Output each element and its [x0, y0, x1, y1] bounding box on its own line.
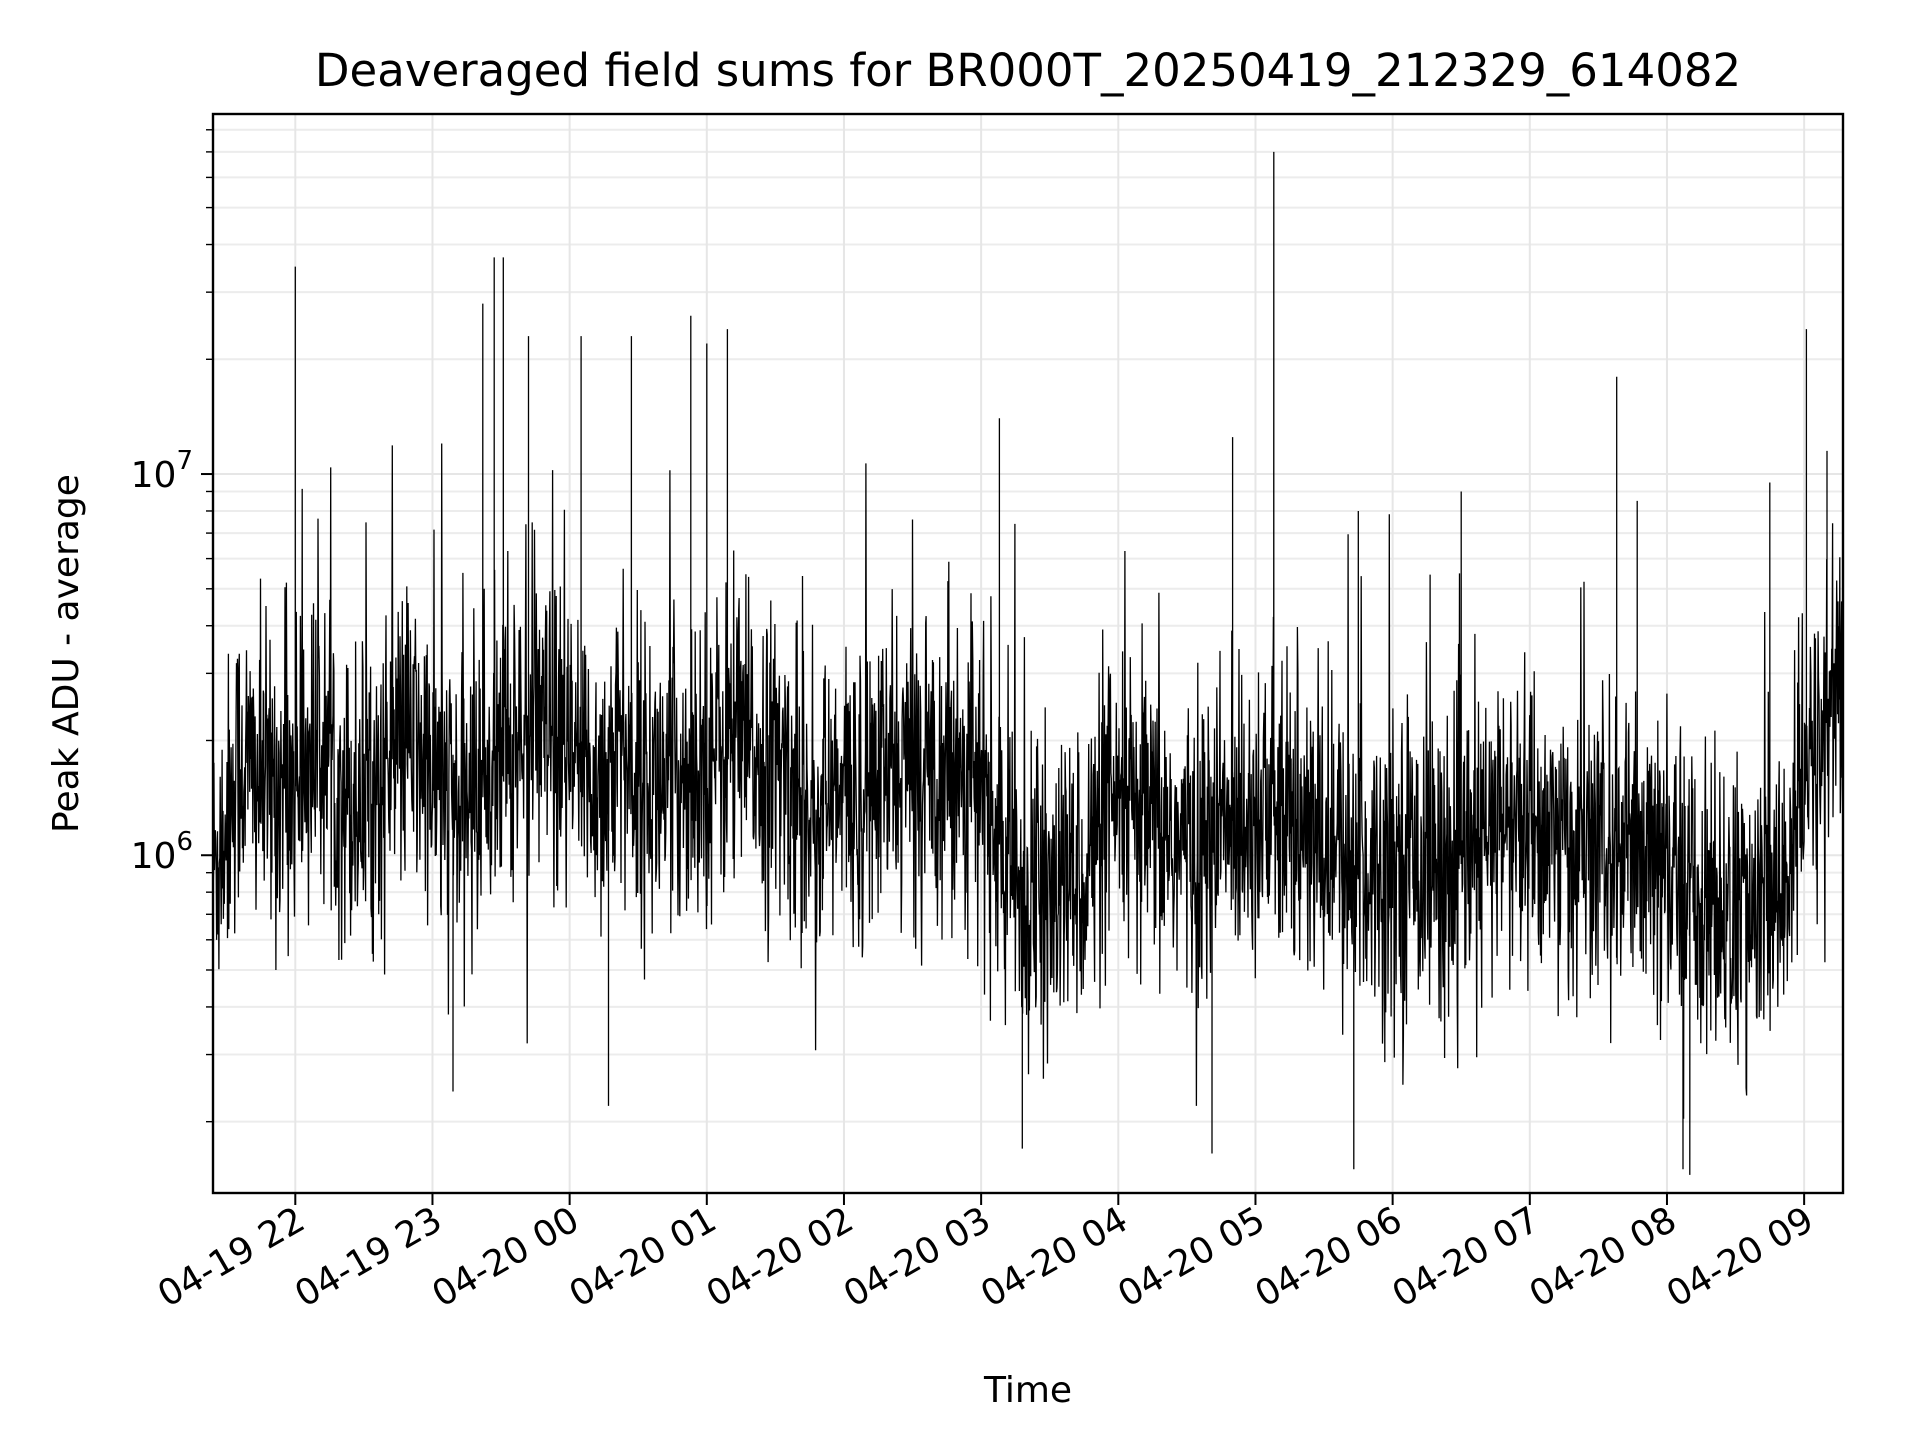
- x-tick-label: 04-20 04: [974, 1199, 1135, 1315]
- chart-title: Deaveraged field sums for BR000T_2025041…: [315, 44, 1741, 97]
- x-tick-label: 04-20 08: [1523, 1199, 1684, 1315]
- axis-ticks: [201, 129, 1806, 1205]
- x-tick-label: 04-19 23: [288, 1199, 449, 1315]
- x-tick-label: 04-20 05: [1111, 1199, 1272, 1315]
- series-line: [213, 151, 1843, 1175]
- plot-area: [213, 151, 1843, 1175]
- axes-frame: [211, 112, 1845, 1195]
- y-tick-label-base: 10: [131, 836, 177, 877]
- x-tick-label: 04-20 09: [1660, 1199, 1821, 1315]
- y-tick-label: 107: [131, 446, 193, 496]
- y-tick-label: 106: [131, 827, 193, 877]
- x-tick-label: 04-20 03: [837, 1199, 998, 1315]
- x-tick-label: 04-19 22: [151, 1199, 312, 1315]
- y-tick-label-exponent: 7: [176, 446, 193, 476]
- x-tick-label: 04-20 02: [700, 1199, 861, 1315]
- x-axis-label: Time: [983, 1370, 1072, 1411]
- x-tick-label: 04-20 06: [1248, 1199, 1409, 1315]
- x-tick-label: 04-20 07: [1386, 1199, 1547, 1315]
- x-tick-label: 04-20 01: [563, 1199, 724, 1315]
- y-axis-label: Peak ADU - average: [46, 474, 87, 833]
- y-tick-label-base: 10: [131, 455, 177, 496]
- y-tick-label-exponent: 6: [176, 827, 193, 857]
- x-tick-label: 04-20 00: [425, 1199, 586, 1315]
